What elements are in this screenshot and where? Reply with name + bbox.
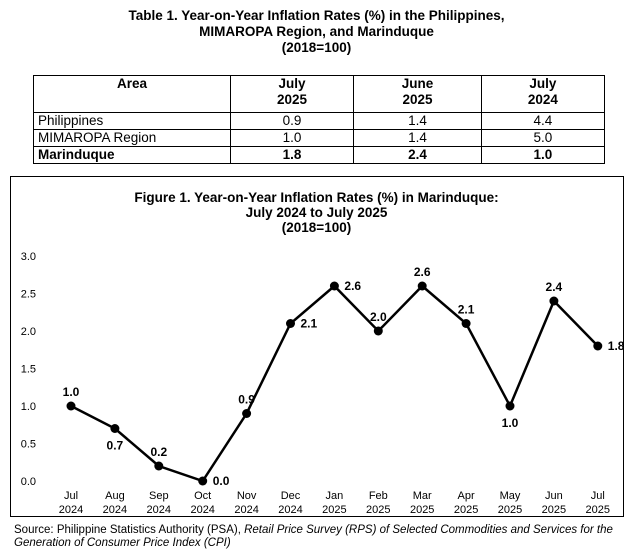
x-tick-label-year: 2024	[147, 504, 171, 516]
source-italic: Retail Price Survey (RPS) of Selected Co…	[14, 524, 613, 549]
table-row: MIMAROPA Region 1.0 1.4 5.0	[33, 129, 606, 147]
row-value: 1.0	[480, 146, 606, 164]
y-tick-label: 3.0	[21, 251, 36, 263]
data-point	[286, 319, 295, 328]
x-tick-label: May	[500, 490, 521, 502]
table-row: Marinduque 1.8 2.4 1.0	[33, 146, 606, 164]
header-july-2024-year: 2024	[527, 92, 558, 107]
data-label: 2.0	[370, 310, 387, 324]
header-july-2024-month: July	[529, 76, 557, 91]
table-row: Philippines 0.9 1.4 4.4	[33, 112, 606, 130]
x-tick-label-year: 2025	[498, 504, 522, 516]
data-point	[373, 326, 383, 336]
row-area: Marinduque	[33, 146, 231, 164]
x-tick-label-year: 2024	[190, 504, 214, 516]
header-july-2024: July 2024	[480, 75, 606, 113]
data-point	[505, 401, 515, 411]
data-label: 2.4	[546, 280, 563, 294]
inflation-table: Area July 2025 June 2025 July 2024 Phili…	[33, 75, 606, 164]
x-tick-label: Jun	[545, 490, 563, 502]
data-point	[154, 461, 164, 471]
x-tick-label: Nov	[237, 490, 257, 502]
table-title-line-1: Table 1. Year-on-Year Inflation Rates (%…	[128, 8, 505, 23]
data-label: 1.0	[502, 416, 519, 430]
data-label: 2.6	[344, 279, 361, 293]
x-tick-label-year: 2025	[322, 504, 346, 516]
header-june-2025-year: 2025	[402, 92, 433, 107]
data-label: 0.7	[107, 439, 124, 453]
row-value: 1.8	[229, 146, 355, 164]
data-point	[242, 409, 252, 418]
figure-title-line-1: Figure 1. Year-on-Year Inflation Rates (…	[134, 190, 499, 205]
x-tick-label-year: 2025	[542, 504, 566, 516]
x-tick-label-year: 2024	[234, 504, 258, 516]
data-label: 2.1	[301, 317, 318, 331]
x-tick-label-year: 2025	[454, 504, 478, 516]
data-point	[593, 341, 603, 351]
source-note: Source: Philippine Statistics Authority …	[14, 524, 624, 550]
data-label: 1.0	[63, 385, 80, 399]
data-point	[198, 476, 208, 486]
data-label: 0.0	[213, 474, 230, 488]
x-tick-label: Mar	[413, 490, 432, 502]
y-tick-label: 1.0	[21, 401, 36, 413]
y-tick-label: 2.0	[21, 326, 36, 338]
x-tick-label: Oct	[194, 490, 211, 502]
table-header-row: Area July 2025 June 2025 July 2024	[33, 75, 606, 113]
x-tick-label: Jul	[64, 490, 78, 502]
row-value: 2.4	[353, 146, 482, 164]
header-july-2025-month: July	[278, 76, 306, 91]
data-point	[461, 319, 471, 328]
x-tick-label: Aug	[105, 490, 125, 502]
row-value: 5.0	[480, 129, 606, 147]
header-area: Area	[33, 75, 231, 113]
figure-frame	[10, 176, 624, 517]
data-point	[110, 424, 120, 433]
header-june-2025: June 2025	[353, 75, 482, 113]
x-tick-label: Feb	[369, 490, 388, 502]
y-tick-label: 0.0	[21, 476, 36, 488]
header-june-2025-month: June	[401, 76, 434, 91]
x-tick-label-year: 2024	[103, 504, 127, 516]
y-tick-label: 0.5	[21, 439, 36, 451]
data-point	[329, 281, 339, 291]
data-point	[66, 401, 76, 411]
x-tick-label-year: 2024	[59, 504, 83, 516]
header-july-2025-year: 2025	[277, 92, 308, 107]
figure-title-line-3: (2018=100)	[281, 220, 352, 235]
source-prefix: Source: Philippine Statistics Authority …	[14, 524, 245, 536]
figure-title-line-2: July 2024 to July 2025	[245, 205, 388, 220]
x-tick-label: Apr	[458, 490, 475, 502]
x-tick-label-year: 2024	[278, 504, 302, 516]
header-july-2025: July 2025	[229, 75, 355, 113]
data-label: 2.1	[458, 303, 475, 317]
x-tick-label: Jan	[326, 490, 344, 502]
data-point	[417, 281, 427, 291]
data-label: 0.9	[238, 393, 255, 407]
x-tick-label: Dec	[281, 490, 301, 502]
data-point	[549, 296, 559, 306]
y-tick-label: 1.5	[21, 364, 36, 376]
x-tick-label: Sep	[149, 490, 169, 502]
data-label: 2.6	[414, 265, 431, 279]
row-value: 4.4	[480, 112, 606, 130]
y-tick-label: 2.5	[21, 289, 36, 301]
figure-title: Figure 1. Year-on-Year Inflation Rates (…	[0, 190, 633, 235]
table-title: Table 1. Year-on-Year Inflation Rates (%…	[0, 8, 633, 56]
x-tick-label-year: 2025	[410, 504, 434, 516]
row-value: 1.4	[353, 112, 482, 130]
table-title-line-3: (2018=100)	[281, 40, 352, 55]
data-label: 0.2	[150, 445, 167, 459]
table-title-line-2: MIMAROPA Region, and Marinduque	[199, 24, 434, 39]
data-label: 1.8	[608, 339, 625, 353]
x-tick-label: Jul	[591, 490, 605, 502]
x-tick-label-year: 2025	[586, 504, 610, 516]
x-tick-label-year: 2025	[366, 504, 390, 516]
